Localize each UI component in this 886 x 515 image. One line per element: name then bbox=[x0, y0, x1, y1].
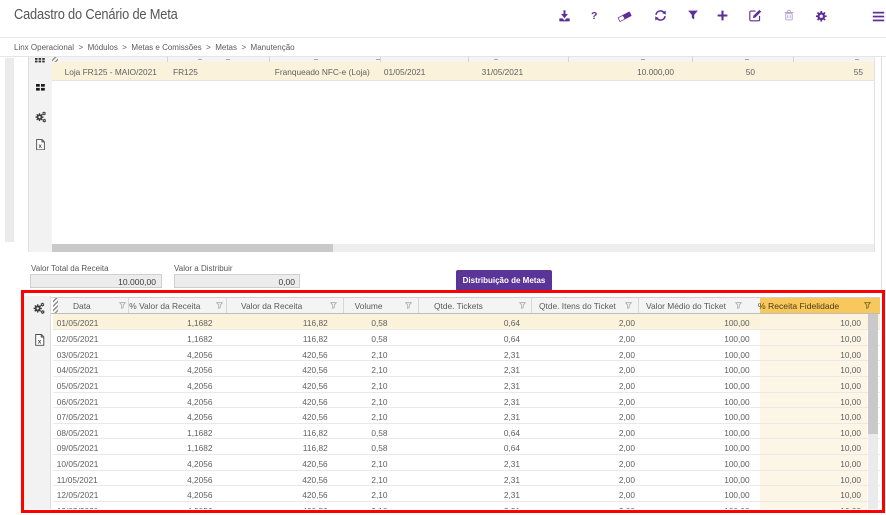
svg-text:x: x bbox=[38, 338, 42, 345]
svg-text:x: x bbox=[39, 143, 43, 150]
